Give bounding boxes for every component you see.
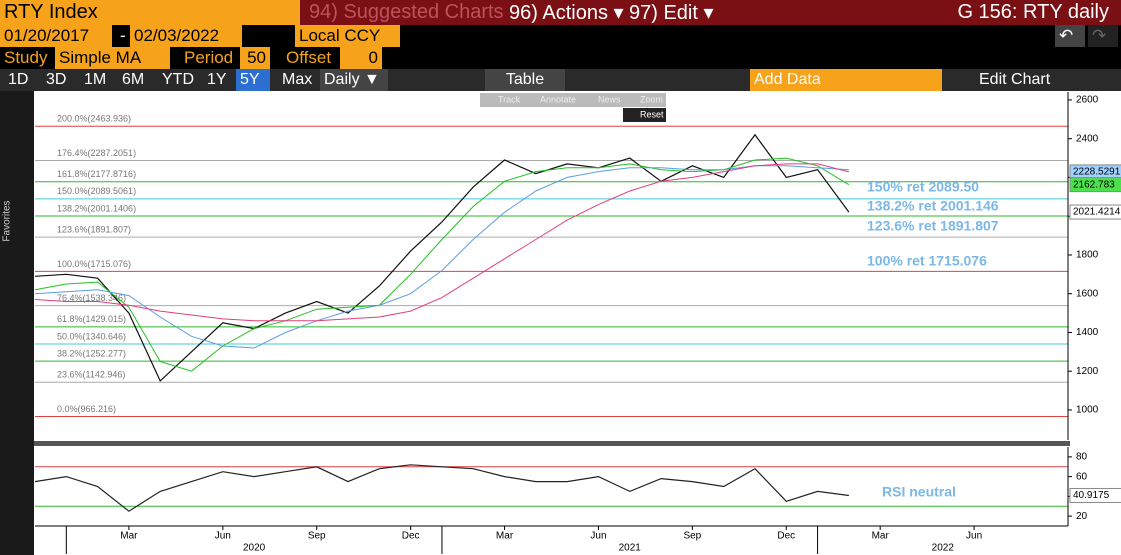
fib-label: 23.6%(1142.946)	[57, 370, 125, 380]
fib-label: 161.8%(2177.8716)	[57, 169, 136, 179]
series-line	[34, 163, 850, 322]
last-value-box	[1069, 487, 1121, 503]
x-tick-label: Jun	[966, 531, 982, 542]
y-tick-label: 1800	[1076, 250, 1099, 261]
y-tick-label: 1400	[1076, 327, 1099, 338]
header-bar: RTY Index 94) Suggested Charts 96) Actio…	[0, 0, 1121, 25]
range-button[interactable]: YTD	[162, 71, 194, 88]
x-tick-label: Sep	[683, 531, 701, 542]
reset-box	[623, 108, 666, 122]
offset[interactable]: 0	[340, 47, 382, 69]
range-button[interactable]: 1Y	[207, 71, 227, 88]
range-button[interactable]: 6M	[122, 71, 145, 88]
y-tick-label: 1600	[1076, 288, 1099, 299]
study-label: Study	[4, 48, 48, 67]
chart: Favorites Track Annotate News Zoom Reset…	[0, 91, 1121, 555]
fib-label: 76.4%(1538.346)	[57, 293, 126, 303]
annotation: 100% ret 1715.076	[867, 253, 987, 269]
range-button[interactable]: 3D	[46, 71, 67, 88]
ticker[interactable]: RTY Index	[0, 0, 300, 25]
last-value-label: 40.9175	[1073, 490, 1110, 501]
annotation: 138.2% ret 2001.146	[867, 198, 999, 214]
chart-toolbar	[480, 93, 666, 107]
chart-tool[interactable]: Annotate	[540, 94, 576, 104]
y-tick-label: 20	[1076, 511, 1088, 522]
y-tick-label: 1200	[1076, 366, 1099, 377]
x-tick-label: Sep	[308, 531, 326, 542]
edit-menu[interactable]: 97) Edit ▾	[629, 2, 714, 24]
end-date[interactable]: 02/03/2022	[130, 25, 242, 47]
fib-label: 61.8%(1429.015)	[57, 314, 126, 324]
annotation: RSI neutral	[882, 484, 956, 500]
series-line	[34, 165, 849, 349]
chart-tool[interactable]: Track	[498, 94, 521, 104]
fib-label: 100.0%(1715.076)	[57, 259, 131, 269]
range-button[interactable]: 5Y	[236, 69, 270, 91]
fib-label: 38.2%(1252.277)	[57, 348, 126, 358]
panel-divider	[34, 441, 1070, 446]
y-tick-label: 2600	[1076, 95, 1099, 106]
fib-label: 150.0%(2089.5061)	[57, 186, 136, 196]
suggested-charts[interactable]: 94) Suggested Charts	[309, 1, 504, 23]
y-tick-label: 60	[1076, 471, 1088, 482]
x-tick-label: Dec	[777, 531, 795, 542]
x-tick-label: Jun	[590, 531, 606, 542]
table-button[interactable]: Table	[485, 69, 565, 91]
x-tick-label: Mar	[496, 531, 514, 542]
fib-label: 200.0%(2463.936)	[57, 114, 131, 124]
offset-label: Offset	[286, 48, 332, 67]
study[interactable]: Simple MA	[55, 47, 170, 69]
frequency[interactable]: Daily ▼	[320, 69, 388, 91]
x-tick-label: Jun	[215, 531, 231, 542]
range-button[interactable]: 1D	[8, 71, 29, 88]
series-line	[34, 157, 850, 372]
actions-menu[interactable]: 96) Actions ▾	[509, 2, 624, 24]
x-tick-label: Mar	[872, 531, 890, 542]
plot-background	[34, 91, 1121, 555]
reset[interactable]: Reset	[640, 109, 664, 119]
chart-name: G 156: RTY daily	[957, 1, 1109, 23]
chart-tool[interactable]: Zoom	[640, 94, 663, 104]
currency[interactable]: Local CCY	[295, 25, 400, 47]
annotation: 150% ret 2089.50	[867, 179, 979, 195]
annotation: 123.6% ret 1891.807	[867, 218, 999, 234]
fib-label: 123.6%(1891.807)	[57, 225, 131, 235]
chart-tool[interactable]: News	[598, 94, 621, 104]
add-data[interactable]: Add Data	[750, 69, 942, 91]
year-label: 2020	[243, 543, 266, 554]
sidebar-label: Favorites	[2, 200, 13, 241]
range-button[interactable]: Max	[282, 71, 313, 88]
period[interactable]: 50	[240, 47, 270, 69]
year-label: 2022	[932, 543, 955, 554]
fib-label: 0.0%(966.216)	[57, 404, 116, 414]
range-button[interactable]: 1M	[84, 71, 107, 88]
edit-chart[interactable]: Edit Chart	[979, 71, 1051, 88]
fib-label: 176.4%(2287.2051)	[57, 148, 136, 158]
redo[interactable]: ↷	[1088, 25, 1118, 47]
year-label: 2021	[619, 543, 642, 554]
y-tick-label: 80	[1076, 452, 1088, 463]
fib-label: 50.0%(1340.646)	[57, 331, 126, 341]
start-date[interactable]: 01/20/2017	[0, 25, 112, 47]
date-separator: -	[120, 26, 126, 45]
last-value-label: 2021.4214	[1073, 207, 1121, 218]
y-tick-label: 1000	[1076, 405, 1099, 416]
date-row: 01/20/2017 - 02/03/2022 Local CCY ↶ ↷	[0, 25, 1121, 47]
undo[interactable]: ↶	[1055, 25, 1085, 47]
last-value-box	[1069, 204, 1121, 220]
range-row: 1D 3D 1M 6M YTD 1Y 5Y Max Daily ▼ Table …	[0, 69, 1121, 91]
study-row: Study Simple MA Period 50 Offset 0	[0, 47, 1121, 69]
last-value-label: 2162.783	[1073, 179, 1115, 190]
x-tick-label: Mar	[120, 531, 138, 542]
last-value-box	[1069, 177, 1121, 193]
x-tick-label: Dec	[402, 531, 420, 542]
y-tick-label: 2400	[1076, 133, 1099, 144]
period-label: Period	[184, 48, 234, 67]
tool-sidebar	[0, 91, 34, 555]
last-value-label: 2228.5291	[1073, 167, 1121, 178]
series-line	[34, 464, 849, 512]
fib-label: 138.2%(2001.1406)	[57, 203, 136, 213]
